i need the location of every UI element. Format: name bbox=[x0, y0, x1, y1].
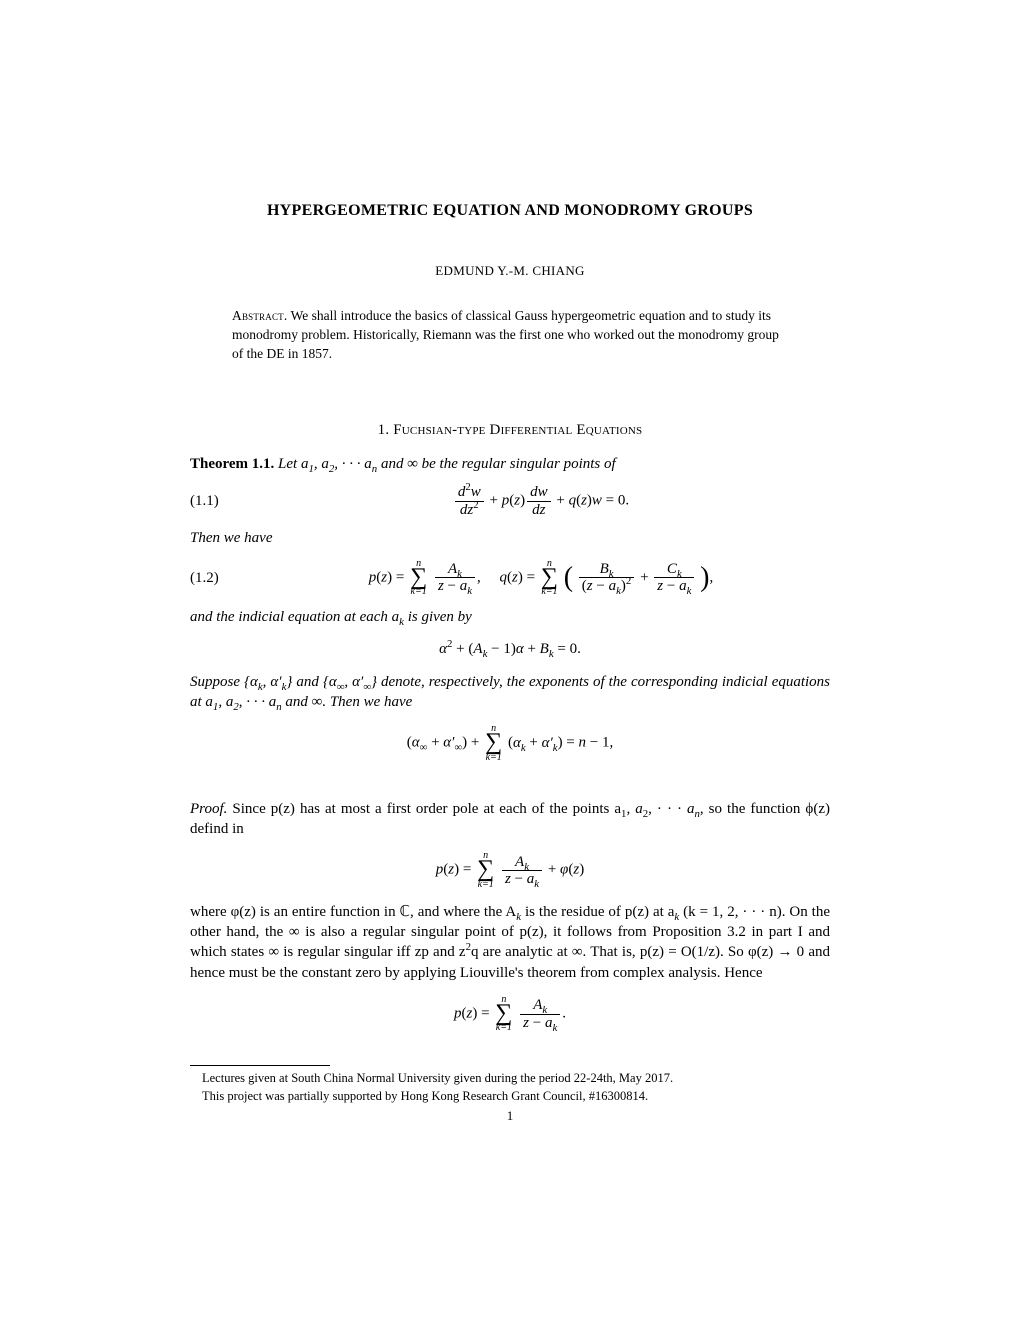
proof-text-1a: Since p(z) has at most a first order pol… bbox=[232, 801, 621, 817]
page-number: 1 bbox=[190, 1107, 830, 1125]
then-we-have: Then we have bbox=[190, 528, 830, 548]
footnote-2: This project was partially supported by … bbox=[190, 1088, 830, 1106]
spacer bbox=[190, 775, 830, 793]
theorem-label: Theorem 1.1. bbox=[190, 456, 274, 472]
indicial-lead-text: and the indicial equation at each a bbox=[190, 609, 399, 625]
equation-body: p(z) = n∑k=1 Akz − ak, q(z) = n∑k=1 ( Bk… bbox=[252, 559, 830, 598]
suppose-1: Suppose {α bbox=[190, 674, 258, 690]
abstract-block: Abstract. We shall introduce the basics … bbox=[232, 307, 788, 364]
theorem-lead: Let a bbox=[278, 456, 308, 472]
author-name: EDMUND Y.-M. CHIANG bbox=[190, 262, 830, 280]
theorem-statement: Theorem 1.1. Let a1, a2, · · · an and ∞ … bbox=[190, 454, 830, 474]
theorem-mid: and ∞ be the regular singular points of bbox=[377, 456, 615, 472]
p-final-equation: p(z) = n∑k=1 Akz − ak. bbox=[190, 995, 830, 1034]
suppose-2: } and {α bbox=[286, 674, 336, 690]
section-number: 1. bbox=[378, 422, 390, 438]
footnote-1: Lectures given at South China Normal Uni… bbox=[190, 1070, 830, 1088]
paper-title: HYPERGEOMETRIC EQUATION AND MONODROMY GR… bbox=[190, 200, 830, 222]
equation-body: d2wdz2 + p(z)dwdz + q(z)w = 0. bbox=[252, 484, 830, 518]
equation-number: (1.1) bbox=[190, 491, 252, 511]
footnote-rule bbox=[190, 1065, 330, 1066]
section-heading: 1. Fuchsian-type Differential Equations bbox=[190, 420, 830, 440]
equation-1-1: (1.1) d2wdz2 + p(z)dwdz + q(z)w = 0. bbox=[190, 484, 830, 518]
page: HYPERGEOMETRIC EQUATION AND MONODROMY GR… bbox=[0, 0, 1020, 1185]
proof-text-2a: where φ(z) is an entire function in bbox=[190, 904, 400, 920]
exponent-sum-equation: (α∞ + α′∞) + n∑k=1 (αk + α′k) = n − 1, bbox=[190, 724, 830, 763]
indicial-lead: and the indicial equation at each ak is … bbox=[190, 607, 830, 627]
proof-para-1: Proof. Since p(z) has at most a first or… bbox=[190, 799, 830, 840]
p-phi-equation: p(z) = n∑k=1 Akz − ak + φ(z) bbox=[190, 851, 830, 890]
indicial-equation: α2 + (Ak − 1)α + Bk = 0. bbox=[190, 639, 830, 659]
proof-text-2c: is the residue of p(z) at a bbox=[521, 904, 674, 920]
suppose-text: Suppose {αk, α′k} and {α∞, α′∞} denote, … bbox=[190, 672, 830, 713]
abstract-label: Abstract. bbox=[232, 308, 287, 323]
indicial-tail-text: is given by bbox=[404, 609, 472, 625]
proof-para-2: where φ(z) is an entire function in ℂ, a… bbox=[190, 902, 830, 983]
equation-1-2: (1.2) p(z) = n∑k=1 Akz − ak, q(z) = n∑k=… bbox=[190, 559, 830, 598]
section-title: Fuchsian-type Differential Equations bbox=[393, 422, 642, 438]
equation-number: (1.2) bbox=[190, 568, 252, 588]
abstract-text: We shall introduce the basics of classic… bbox=[232, 308, 779, 361]
proof-label: Proof. bbox=[190, 801, 227, 817]
proof-text-2b: , and where the A bbox=[410, 904, 516, 920]
theorem-text: Let a1, a2, · · · an and ∞ be the regula… bbox=[278, 456, 616, 472]
suppose-4: and ∞. Then we have bbox=[282, 694, 413, 710]
